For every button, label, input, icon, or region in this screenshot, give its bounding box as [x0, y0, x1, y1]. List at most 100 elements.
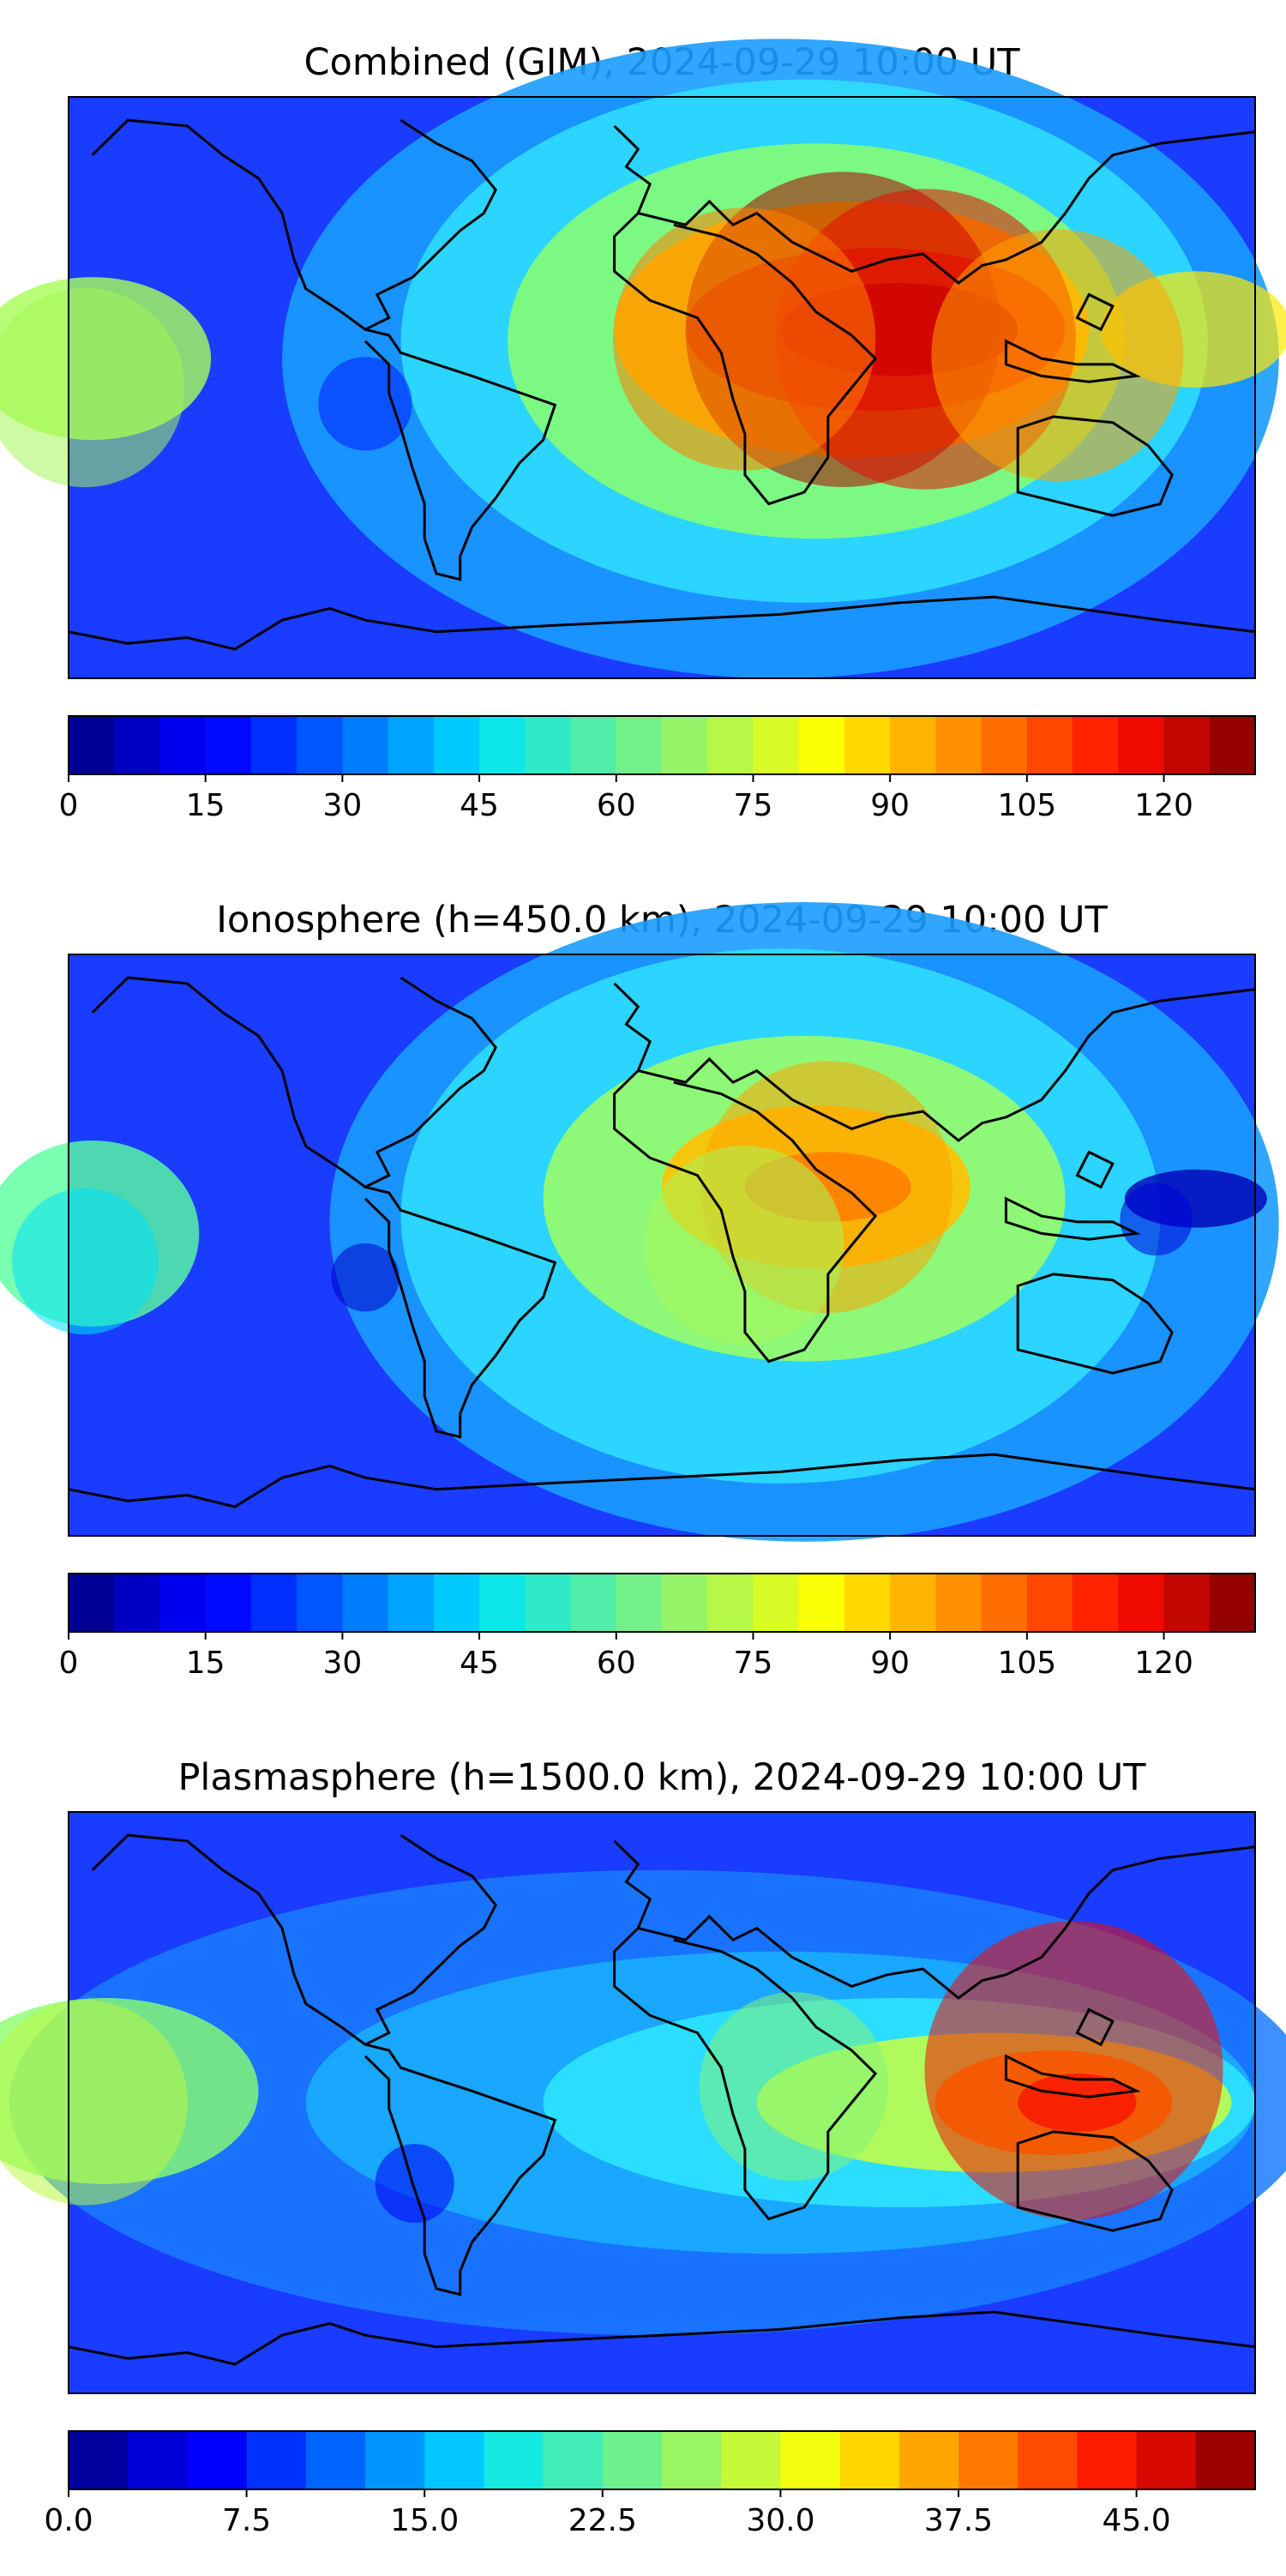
colorbar-segment	[707, 1574, 754, 1632]
coastline	[613, 1927, 878, 2221]
coastline	[68, 2310, 1256, 2366]
colorbar-tick-label: 75	[734, 788, 773, 823]
coastline	[91, 118, 497, 331]
colorbar-segment	[250, 716, 297, 774]
colorbar: 0.0 7.5 15.0 22.5 30.0 37.5 45.0	[44, 2430, 1256, 2538]
coastline	[1004, 2054, 1141, 2098]
colorbar-segment	[388, 1574, 435, 1632]
colorbar-segment	[525, 716, 572, 774]
colorbar-tick-label: 7.5	[222, 2503, 271, 2538]
coastline	[91, 976, 497, 1189]
colorbar-frame	[68, 2430, 1256, 2490]
colorbar-tick-label: 90	[870, 1646, 910, 1681]
colorbar-segment	[1163, 1574, 1211, 1632]
colorbar-tick-label: 45	[460, 1646, 499, 1681]
colorbar-segment	[69, 2431, 129, 2489]
colorbar-segment	[543, 2431, 604, 2489]
coastline	[1075, 1150, 1115, 1189]
colorbar-segment	[479, 1574, 526, 1632]
colorbar-segment	[250, 1574, 297, 1632]
colorbar-segment	[844, 1574, 891, 1632]
colorbar-tick-label: 60	[597, 1646, 636, 1681]
colorbar-segment	[981, 716, 1028, 774]
colorbar-segment	[570, 716, 617, 774]
colorbar-segment	[1073, 716, 1119, 774]
panel-title: Plasmasphere (h=1500.0 km), 2024-09-29 1…	[177, 1756, 1146, 1799]
map-frame	[68, 954, 1256, 1537]
coastline	[613, 212, 878, 506]
map-frame	[68, 1811, 1256, 2394]
panel-1: Ionosphere (h=450.0 km), 2024-09-29 10:0…	[0, 899, 1279, 1681]
colorbar-segment	[890, 716, 936, 774]
data-point	[331, 1243, 400, 1312]
colorbar-segment	[898, 2431, 959, 2489]
colorbar-tick-label: 30	[322, 1646, 362, 1681]
colorbar-segment	[1018, 2431, 1078, 2489]
coastline	[364, 1185, 557, 1439]
coastline	[1016, 2130, 1174, 2232]
colorbar-segment	[662, 716, 708, 774]
colorbar-segment	[935, 716, 983, 774]
colorbar-tick-label: 75	[734, 1646, 773, 1681]
colorbar-segment	[1195, 2431, 1256, 2489]
colorbar-segment	[479, 716, 526, 774]
colorbar-segment	[1118, 1574, 1165, 1632]
coastline	[613, 1069, 878, 1363]
coastline	[613, 124, 1256, 285]
colorbar-segment	[1118, 716, 1165, 774]
coastline	[1004, 1196, 1141, 1241]
colorbar-tick-label: 22.5	[568, 2503, 637, 2538]
colorbar-segment	[1163, 716, 1211, 774]
data-point	[318, 357, 412, 451]
coastline	[613, 1839, 1256, 2000]
colorbar-segment	[662, 1574, 708, 1632]
colorbar-segment	[114, 1574, 160, 1632]
colorbar-segment	[780, 2431, 841, 2489]
colorbar-segment	[1026, 716, 1073, 774]
coastline	[364, 328, 557, 581]
colorbar-tick-label: 0.0	[44, 2503, 93, 2538]
colorbar-segment	[433, 1574, 480, 1632]
map-area	[0, 39, 1286, 679]
data-point	[924, 1921, 1223, 2220]
map-area	[0, 901, 1279, 1542]
coastline	[1016, 415, 1174, 517]
colorbar-segment	[388, 716, 435, 774]
coastline	[364, 2043, 557, 2296]
colorbar-segment	[602, 2431, 663, 2489]
colorbar-segment	[570, 1574, 617, 1632]
coastline	[1075, 2007, 1115, 2047]
colorbar-segment	[839, 2431, 900, 2489]
colorbar-segment	[1026, 1574, 1073, 1632]
colorbar-segment	[958, 2431, 1019, 2489]
colorbar-segment	[662, 2431, 722, 2489]
colorbar-segment	[433, 716, 480, 774]
colorbar-segment	[1209, 716, 1256, 774]
colorbar-segment	[424, 2431, 484, 2489]
colorbar-segment	[114, 716, 160, 774]
colorbar: 0 15 30 45 60 75 90 105 120	[59, 1573, 1256, 1681]
colorbar-segment	[1073, 1574, 1119, 1632]
colorbar-segment	[159, 716, 207, 774]
colorbar-tick-label: 105	[997, 788, 1056, 823]
colorbar-segment	[159, 1574, 207, 1632]
colorbar-segment	[305, 2431, 366, 2489]
colorbar-segment	[707, 716, 754, 774]
colorbar-segment	[205, 1574, 252, 1632]
colorbar-tick-label: 30	[322, 788, 362, 823]
colorbar-segment	[484, 2431, 544, 2489]
colorbar-tick-label: 15	[186, 788, 225, 823]
map-area	[0, 1811, 1286, 2394]
colorbar-segment	[365, 2431, 425, 2489]
colorbar-segment	[69, 716, 115, 774]
colorbar-segment	[935, 1574, 983, 1632]
colorbar-tick-label: 120	[1134, 788, 1193, 823]
colorbar-tick-label: 90	[870, 788, 910, 823]
colorbar-segment	[525, 1574, 572, 1632]
colorbar-tick-label: 45.0	[1103, 2503, 1171, 2538]
colorbar-tick-label: 30.0	[746, 2503, 814, 2538]
colorbar-segment	[798, 1574, 845, 1632]
colorbar-segment	[616, 1574, 663, 1632]
data-point	[644, 1145, 844, 1345]
colorbar-segment	[342, 716, 389, 774]
